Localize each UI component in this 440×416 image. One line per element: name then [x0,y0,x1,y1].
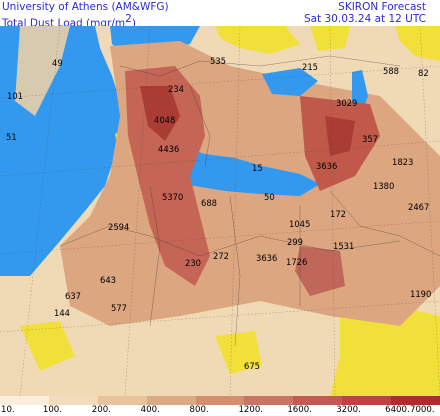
legend-tick-label: 10. [1,405,15,415]
map-value-label: 51 [6,132,17,142]
map-value-label: 215 [302,62,318,72]
map-value-label: 577 [111,303,127,313]
map-value-label: 50 [264,192,275,202]
grid-lines [0,26,440,396]
ocean-dust-plume [15,26,70,116]
map-value-label: 299 [287,237,303,247]
map-value-label: 643 [100,275,116,285]
map-value-label: 588 [383,66,399,76]
map-value-label: 230 [185,258,201,268]
map-value-label: 1531 [333,241,354,251]
legend-tick-label: 800. [189,405,209,415]
map-value-label: 1045 [289,219,310,229]
legend-swatch [146,396,197,405]
map-value-label: 1380 [373,181,394,191]
black-sea [262,68,318,96]
legend-tick-label: 7000. [410,405,435,415]
no-data-patch-east [395,26,440,61]
map-value-label: 49 [52,58,63,68]
legend-swatch [293,396,343,405]
map-value-label: 3029 [336,98,357,108]
map-value-label: 1190 [410,289,431,299]
map-value-label: 3636 [316,161,337,171]
dust-high-central [295,246,345,296]
map-value-label: 101 [7,91,23,101]
no-data-patch-south [215,331,262,374]
map-value-label: 688 [201,198,217,208]
legend-tick-label: 1200. [238,405,264,415]
map-model-title: SKIRON Forecast [338,1,426,13]
map-value-label: 2467 [408,202,429,212]
legend-tick-label: 100. [42,405,63,415]
map-value-label: 2594 [108,222,129,232]
legend-tick-label: 3200. [336,405,361,415]
no-data-patch-northeast [310,26,350,51]
dust-load-map: 49 101 51 535 215 588 82 234 3029 357 18… [0,26,440,396]
map-value-label: 234 [168,84,184,94]
map-value-label: 144 [54,308,70,318]
no-data-patch-north [215,26,300,54]
legend-tick-label: 200. [91,405,111,415]
map-header: University of Athens (AM&WFG) Total Dust… [0,0,440,30]
dust-core-east [325,116,355,156]
legend-tick-label: 400. [140,405,160,415]
legend-swatch [391,396,440,405]
no-data-patch-southwest [20,321,75,371]
map-value-label: 4436 [158,144,179,154]
legend-tick-label: 6400. [385,405,410,415]
map-value-label: 675 [244,361,260,371]
map-value-label: 357 [362,134,378,144]
map-value-label: 1823 [392,157,413,167]
map-value-label: 82 [418,68,429,78]
map-value-label: 15 [252,163,263,173]
legend-swatch [0,396,50,405]
legend-swatch [342,396,392,405]
map-value-label: 172 [330,209,346,219]
dust-core-north [140,86,180,141]
dust-high-west [125,66,210,286]
map-value-label: 4048 [154,115,175,125]
color-legend: 10. 100. 200. 400. 800. 1200. 1600. 3200. 6400. 7… [0,396,440,416]
map-value-label: 272 [213,251,229,261]
map-valid-time: Sat 30.03.24 at 12 UTC [303,13,426,25]
legend-tick-label: 1600. [287,405,312,415]
legend-swatch [97,396,148,405]
map-value-label: 535 [210,56,226,66]
legend-swatch [48,396,99,405]
map-value-label: 1726 [286,257,307,267]
map-org-title: University of Athens (AM&WFG) [2,1,169,13]
legend-swatch [195,396,245,405]
legend-swatch [244,396,294,405]
map-value-label: 637 [65,291,81,301]
map-value-label: 3636 [256,253,277,263]
no-data-patch-southeast [330,306,440,396]
border-lines [59,55,440,347]
map-value-label: 5370 [162,192,183,202]
